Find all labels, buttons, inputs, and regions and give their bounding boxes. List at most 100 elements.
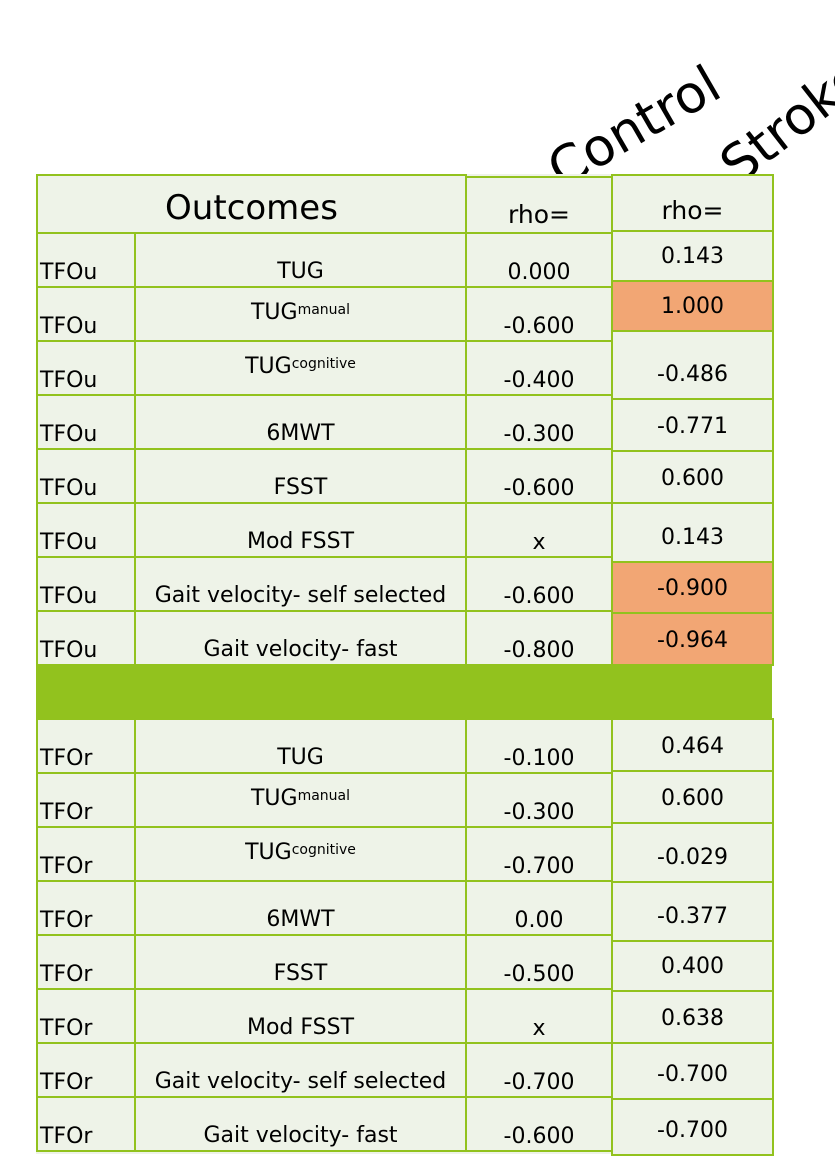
row-control-rho: -0.600 <box>503 1124 575 1149</box>
row-control-rho: x <box>532 530 546 555</box>
row-outcome: TUGcognitive <box>136 354 465 379</box>
row-control-rho: 0.00 <box>514 908 564 933</box>
row-control-rho: -0.500 <box>503 962 575 987</box>
row-control-rho-cell: x <box>465 502 613 558</box>
row-control-rho-cell: -0.600 <box>465 286 613 342</box>
row-outcome: TUGcognitive <box>136 840 465 865</box>
row-control-rho-cell: -0.800 <box>465 610 613 666</box>
row-stroke-rho-cell: 1.000 <box>611 280 774 332</box>
row-stroke-rho: -0.900 <box>657 576 728 601</box>
row-type: TFOu <box>40 260 98 285</box>
row-control-rho: -0.600 <box>503 584 575 609</box>
row-outcome: 6MWT <box>266 907 335 932</box>
header-outcomes-cell: Outcomes <box>36 174 467 234</box>
row-outcome-cell: TUGcognitive <box>134 826 467 882</box>
row-outcome-cell: TUGmanual <box>134 286 467 342</box>
row-control-rho-cell: -0.300 <box>465 772 613 828</box>
row-type: TFOr <box>40 854 93 879</box>
section-separator <box>36 664 772 718</box>
row-control-rho: -0.700 <box>503 1070 575 1095</box>
row-control-rho-cell: -0.500 <box>465 934 613 990</box>
row-type: TFOr <box>40 800 93 825</box>
row-outcome-cell: FSST <box>134 934 467 990</box>
row-outcome: Gait velocity- fast <box>203 637 398 662</box>
row-type-cell: TFOu <box>36 394 136 450</box>
row-type-cell: TFOr <box>36 1042 136 1098</box>
row-control-rho-cell: 0.000 <box>465 232 613 288</box>
stroke-group-label: Stroke <box>709 46 835 197</box>
row-control-rho: -0.600 <box>503 476 575 501</box>
row-outcome-cell: 6MWT <box>134 394 467 450</box>
row-control-rho: -0.700 <box>503 854 575 879</box>
row-stroke-rho-cell: -0.029 <box>611 822 774 883</box>
row-outcome: Gait velocity- self selected <box>154 583 447 608</box>
row-control-rho: -0.100 <box>503 746 575 771</box>
row-stroke-rho-cell: 0.400 <box>611 940 774 992</box>
row-control-rho-cell: -0.100 <box>465 718 613 774</box>
outcome-subscript: cognitive <box>291 842 356 858</box>
header-stroke-rho: rho= <box>661 196 724 225</box>
row-outcome-cell: Gait velocity- self selected <box>134 556 467 612</box>
row-outcome: Mod FSST <box>246 1015 355 1040</box>
row-type: TFOu <box>40 476 98 501</box>
outcome-subscript: manual <box>297 788 351 804</box>
outcome-subscript: manual <box>297 302 351 318</box>
header-control-rho-cell: rho= <box>465 176 613 234</box>
row-type-cell: TFOu <box>36 448 136 504</box>
outcome-name: TUG <box>245 354 292 379</box>
row-type-cell: TFOr <box>36 826 136 882</box>
row-outcome: 6MWT <box>266 421 335 446</box>
row-outcome: FSST <box>273 961 328 986</box>
row-control-rho: -0.400 <box>503 368 575 393</box>
row-stroke-rho-cell: -0.377 <box>611 881 774 942</box>
row-type-cell: TFOr <box>36 718 136 774</box>
row-outcome-cell: TUGmanual <box>134 772 467 828</box>
row-type-cell: TFOu <box>36 340 136 396</box>
row-type: TFOu <box>40 584 98 609</box>
row-stroke-rho-cell: -0.486 <box>611 330 774 400</box>
row-outcome-cell: TUG <box>134 718 467 774</box>
row-stroke-rho: -0.700 <box>657 1062 728 1087</box>
row-control-rho: -0.300 <box>503 800 575 825</box>
row-outcome: Gait velocity- fast <box>203 1123 398 1148</box>
row-type: TFOu <box>40 638 98 663</box>
header-stroke-rho-cell: rho= <box>611 174 774 232</box>
row-control-rho-cell: -0.600 <box>465 1096 613 1152</box>
row-outcome: FSST <box>273 475 328 500</box>
row-outcome-cell: Gait velocity- fast <box>134 610 467 666</box>
row-control-rho-cell: 0.00 <box>465 880 613 936</box>
row-stroke-rho-cell: -0.700 <box>611 1098 774 1156</box>
row-type-cell: TFOr <box>36 988 136 1044</box>
outcome-name: TUG <box>245 840 292 865</box>
row-stroke-rho-cell: -0.700 <box>611 1042 774 1100</box>
row-control-rho: 0.000 <box>507 260 571 285</box>
row-type-cell: TFOu <box>36 556 136 612</box>
row-outcome-cell: TUGcognitive <box>134 340 467 396</box>
outcome-name: TUG <box>250 786 298 811</box>
row-stroke-rho: -0.029 <box>657 845 728 870</box>
row-type-cell: TFOr <box>36 1096 136 1152</box>
row-outcome: TUGmanual <box>136 300 465 325</box>
row-stroke-rho: 0.600 <box>661 466 724 491</box>
row-type: TFOr <box>40 746 93 771</box>
header-control-rho: rho= <box>508 200 570 229</box>
row-outcome: TUG <box>277 745 324 770</box>
row-type: TFOr <box>40 908 93 933</box>
row-type-cell: TFOu <box>36 232 136 288</box>
row-stroke-rho-cell: -0.771 <box>611 398 774 452</box>
row-outcome: Gait velocity- self selected <box>154 1069 447 1094</box>
row-type: TFOr <box>40 1016 93 1041</box>
row-type-cell: TFOu <box>36 502 136 558</box>
row-outcome: TUGmanual <box>136 786 465 811</box>
row-control-rho-cell: -0.400 <box>465 340 613 396</box>
row-stroke-rho: -0.964 <box>657 628 728 653</box>
row-stroke-rho-cell: 0.143 <box>611 502 774 563</box>
row-stroke-rho-cell: 0.638 <box>611 990 774 1044</box>
row-stroke-rho: 0.638 <box>661 1006 724 1031</box>
row-control-rho-cell: -0.600 <box>465 448 613 504</box>
row-stroke-rho: 1.000 <box>661 294 724 319</box>
row-type: TFOu <box>40 422 98 447</box>
row-type: TFOr <box>40 962 93 987</box>
row-type: TFOr <box>40 1124 93 1149</box>
outcome-name: TUG <box>250 300 298 325</box>
